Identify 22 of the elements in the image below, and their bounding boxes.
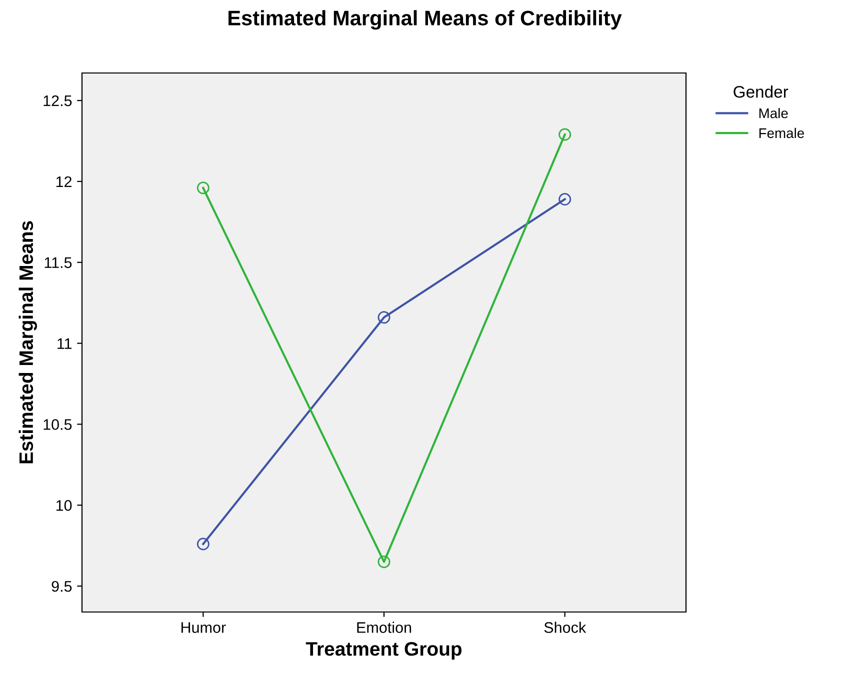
x-axis-title: Treatment Group: [306, 642, 462, 660]
point: [196, 538, 210, 550]
y-tick-label: 9.5: [52, 580, 72, 592]
point: [378, 311, 390, 324]
chart-title: Estimated Marginal Means of Credibility: [228, 10, 622, 30]
legend-label: Male: [759, 108, 788, 118]
point: [558, 193, 572, 206]
x-tick-label: Humor: [181, 622, 226, 633]
point: [378, 556, 390, 568]
y-axis-title: Estimated Marginal Means: [18, 221, 37, 464]
x-tick-label: Shock: [544, 622, 586, 633]
point: [196, 182, 210, 194]
x-tick-label: Emotion: [357, 622, 412, 633]
point: [558, 128, 572, 141]
y-tick-label: 12: [56, 176, 72, 187]
legend-label: Female: [759, 128, 804, 138]
y-tick-label: 11.5: [44, 257, 72, 268]
y-tick-label: 10.5: [44, 419, 72, 430]
y-tick-label: 12.5: [44, 95, 72, 106]
y-tick-label: 10: [56, 500, 72, 511]
y-tick-label: 11: [58, 338, 72, 349]
legend-title: Gender: [734, 86, 788, 98]
